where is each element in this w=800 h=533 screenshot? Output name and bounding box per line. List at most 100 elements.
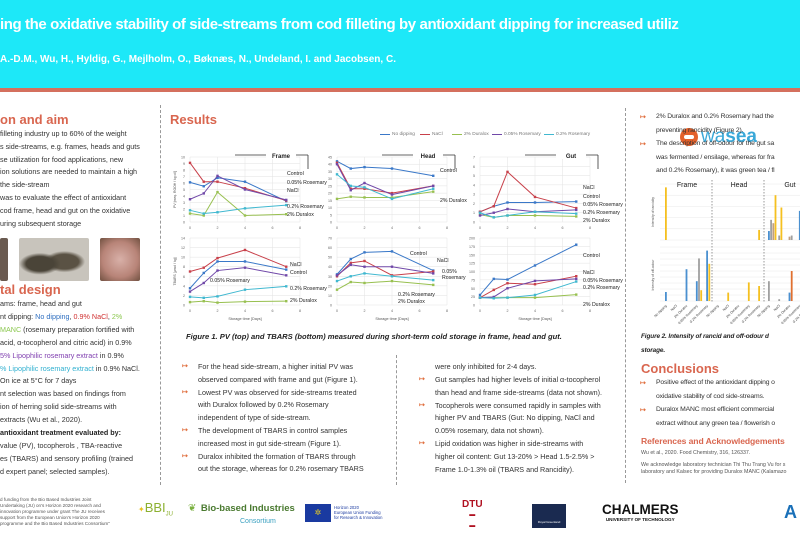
group-label: Gut: [784, 182, 795, 189]
intro-line: was to evaluate the effect of antioxidan…: [0, 193, 127, 202]
data-point: [285, 213, 288, 216]
data-point: [335, 279, 339, 283]
data-point: [349, 184, 352, 188]
data-point: [492, 211, 495, 214]
data-point: [533, 293, 537, 297]
bar: [695, 281, 698, 301]
data-point: [363, 259, 366, 263]
text-segment: extracts (Wu et al., 2020).: [0, 415, 83, 425]
data-point: [506, 214, 509, 217]
legend-item: No dipping: [380, 132, 415, 137]
x-tick-label: 4: [244, 226, 246, 230]
data-point: [202, 185, 205, 188]
panel-title: Frame: [272, 154, 291, 160]
text-segment: nt selection was based on findings from: [0, 389, 126, 399]
bar: [758, 286, 760, 301]
column-divider: [625, 108, 626, 483]
data-point: [390, 191, 394, 195]
y-tick-label: 0: [183, 304, 185, 308]
data-point: [506, 170, 509, 174]
data-point: [188, 181, 192, 184]
line-chart-3: 0 1 2 3 4 5 6 7 0 2 4 6 8 Gut: [473, 150, 599, 230]
design-line: es (TBARS) and sensory profiling (traine…: [0, 454, 133, 463]
y-axis-label: Intensity of rancidity: [651, 197, 655, 227]
series-annotation: 2% Duralox: [398, 299, 425, 305]
data-point: [390, 196, 394, 199]
x-tick-label: 6: [419, 309, 421, 313]
y-tick-label: 15: [328, 199, 332, 203]
data-point: [243, 248, 247, 252]
text-segment: 5% Lipophilic rosemary extract: [0, 350, 98, 360]
data-point: [216, 211, 219, 214]
x-tick-label: 4: [244, 309, 246, 313]
bullet-arrow-icon: ↦: [419, 376, 425, 383]
design-line: d expert panel; selected samples).: [0, 467, 109, 476]
data-point: [188, 198, 192, 201]
data-point: [285, 274, 288, 277]
bar-chart-figure2: Frame Head Gut Intensity of rancidity Intens…: [651, 180, 800, 325]
x-tick-label: 4: [391, 226, 393, 230]
line-chart-5: 0 10 20 30 40 50 60 70 0 2 4 6 8 Storage time [Days]: [328, 237, 448, 322]
design-line: acid, α-tocopherol and citric acid) in 0…: [0, 338, 132, 347]
data-point: [390, 279, 394, 283]
design-line: 5% Lipophilic rosemary extract in 0.9%: [0, 351, 124, 360]
data-point: [243, 260, 247, 263]
data-point: [335, 161, 339, 164]
bar: [706, 250, 708, 301]
bullet-text: out the storage, whereas for 0.2% rosema…: [198, 464, 364, 474]
y-tick-label: 2: [473, 202, 475, 206]
data-point: [533, 210, 537, 213]
legend-label: NaCl: [432, 132, 443, 137]
x-axis-label: Storage time [Days]: [228, 317, 261, 321]
data-point: [575, 277, 578, 281]
x-tick-label: 8: [446, 226, 448, 230]
data-point: [216, 174, 219, 178]
text-segment: 0.9% NaCl: [73, 311, 108, 321]
data-point: [202, 281, 205, 285]
intro-line: filleting industry up to 60% of the weig…: [0, 129, 127, 138]
data-point: [349, 263, 352, 266]
series-annotation: 2% Duralox: [287, 212, 314, 218]
bullet-text: Lipid oxidation was higher in side-strea…: [435, 439, 584, 448]
panel-title: Head: [421, 154, 436, 160]
data-point: [335, 173, 339, 176]
series-line-0-2-rosemary: [189, 204, 287, 215]
leaf-icon: ❦: [188, 503, 197, 514]
series-annotation: 0.05% Rosemary: [210, 278, 250, 284]
series-annotation: 0.2% Rosemary: [287, 204, 324, 210]
data-point: [575, 274, 578, 278]
line-chart-4: 0 2 4 6 8 10 12 14 0 2 4 6 8 TBARS [µmol / kg] Storage…: [173, 237, 301, 322]
data-point: [349, 257, 352, 261]
design-line: antioxidant treatment evaluated by:: [0, 428, 121, 437]
data-point: [492, 216, 495, 219]
bullet-text: The development of TBARS in control samp…: [198, 426, 348, 435]
text-segment: On ice at 5°C for 7 days: [0, 376, 77, 386]
y-axis-label: TBARS [µmol / kg]: [173, 257, 177, 285]
y-tick-label: 7: [473, 156, 475, 160]
y-tick-label: 200: [469, 237, 475, 241]
category-label: NaCl: [773, 304, 781, 312]
data-point: [506, 282, 509, 285]
data-point: [216, 269, 219, 272]
y-tick-label: 50: [471, 287, 475, 291]
y-tick-label: 25: [471, 295, 475, 299]
series-line-no-dipping: [479, 244, 577, 296]
data-point: [575, 206, 578, 210]
intro-line: s side-streams, e.g. frames, heads and g…: [0, 141, 140, 151]
y-tick-label: 30: [328, 177, 332, 181]
bullet-arrow-icon: ↦: [640, 380, 646, 387]
y-tick-label: 0: [330, 304, 332, 308]
y-tick-label: 0: [473, 221, 475, 225]
line-chart-1: 0 1 2 3 4 5 6 7 8 9 10 0 2 4 6 8 Frame PV [meq. ROOH / kg…: [173, 150, 309, 230]
bullet-arrow-icon: ↦: [182, 363, 188, 370]
funding-text: d funding from the Bio Based Industries …: [0, 497, 110, 526]
y-axis-label: PV [meq. ROOH / kg oil]: [173, 171, 177, 208]
series-line-no-dipping: [189, 260, 287, 289]
photo-frame: [0, 238, 8, 281]
data-point: [349, 275, 352, 278]
fish-logo-icon: [680, 128, 698, 146]
x-tick-label: 0: [336, 309, 338, 313]
data-point: [216, 256, 219, 260]
x-tick-label: 2: [507, 226, 509, 230]
